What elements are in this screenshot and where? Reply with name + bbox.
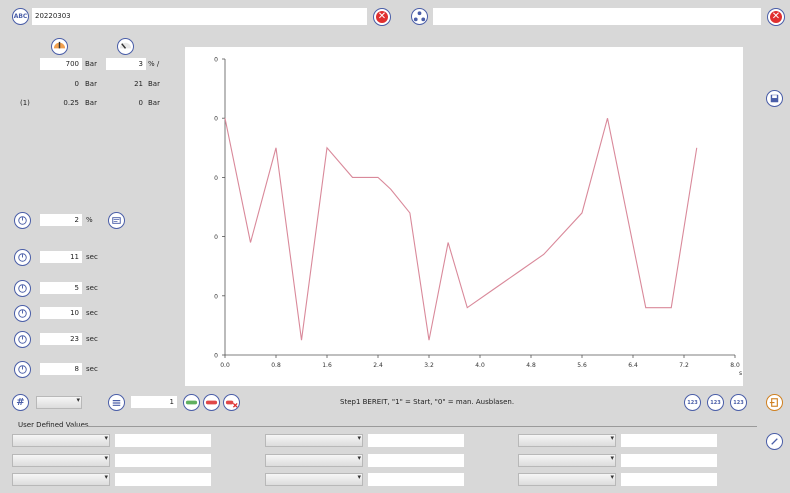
param-value-field[interactable]: 23 [40,333,82,345]
param-value-field[interactable]: 11 [40,251,82,263]
save-icon[interactable] [766,90,783,107]
param-unit: sec [86,365,98,373]
cancel-step-button-icon[interactable] [223,394,240,411]
udv-select[interactable] [265,473,363,486]
param-value-field[interactable]: 10 [40,307,82,319]
y-tick-label: 0 [214,293,218,300]
y-tick-label: 0 [214,353,218,360]
x-tick-label: 5.6 [577,362,587,369]
step-icon-2[interactable]: 123 [707,394,724,411]
max-pressure-field[interactable]: 700 [40,58,82,70]
percent-field[interactable]: 3 [106,58,146,70]
hash-icon[interactable]: # [12,394,29,411]
step-count-field[interactable]: 1 [131,396,177,408]
section-divider [72,426,757,427]
x-tick-label: 2.4 [373,362,383,369]
offset-pressure-unit: Bar [85,99,97,107]
stopwatch-icon [14,331,31,348]
clock-icon [14,249,31,266]
name-field[interactable]: 20220303 [32,8,367,25]
status-text: Step1 BEREIT, "1" = Start, "0" = man. Au… [340,398,515,406]
param-unit: sec [86,309,98,317]
param-unit: % [86,216,93,224]
y-tick-label: 0 [214,57,218,64]
series-line-0 [224,118,698,341]
udv-select[interactable] [518,454,616,467]
step-icon-1[interactable]: 123 [684,394,701,411]
edit-icon[interactable] [766,433,783,450]
list-icon[interactable] [108,394,125,411]
y-tick-label: 0 [214,234,218,241]
udv-field[interactable] [621,434,717,447]
min-pressure-unit: Bar [85,80,97,88]
min-pressure-value: 0 [74,80,79,88]
y-tick-label: 0 [214,116,218,123]
clock-icon [14,361,31,378]
network-icon[interactable] [411,8,428,25]
thermometer-gauge-icon [51,38,68,55]
percent-unit: % / [148,60,160,68]
pressure-value-2: 21 [134,80,143,88]
x-tick-label: 6.4 [628,362,638,369]
udv-field[interactable] [115,434,211,447]
udv-select[interactable] [265,434,363,447]
row-label: (1) [20,99,30,107]
timer-icon [14,280,31,297]
udv-field[interactable] [115,454,211,467]
param-unit: sec [86,253,98,261]
x-tick-label: 1.6 [322,362,332,369]
udv-field[interactable] [621,454,717,467]
offset-pressure-value: 0.25 [63,99,79,107]
x-tick-label: 3.2 [424,362,434,369]
param-value-field[interactable]: 5 [40,282,82,294]
udv-field[interactable] [368,473,464,486]
x-tick-label: 4.8 [526,362,536,369]
x-tick-label: 0.8 [271,362,281,369]
text-abc-icon[interactable]: ABC [12,8,29,25]
udv-select[interactable] [12,473,110,486]
udv-select[interactable] [518,434,616,447]
second-field[interactable] [433,8,761,25]
step-icon-3[interactable]: 123 [730,394,747,411]
param-value-field[interactable]: 8 [40,363,82,375]
x-axis-suffix: s [739,370,742,377]
exit-icon[interactable] [766,394,783,411]
pressure-value-3: 0 [138,99,143,107]
x-tick-label: 4.0 [475,362,485,369]
pressure-unit-3: Bar [148,99,160,107]
x-tick-label: 8.0 [730,362,740,369]
gauge-icon [14,212,31,229]
cycle-icon [14,305,31,322]
x-tick-label: 0.0 [220,362,230,369]
note-icon[interactable] [108,212,125,229]
pressure-unit-2: Bar [148,80,160,88]
param-unit: sec [86,335,98,343]
udv-field[interactable] [368,454,464,467]
udv-select[interactable] [518,473,616,486]
udv-select[interactable] [12,434,110,447]
start-step-button-icon[interactable] [183,394,200,411]
udv-field[interactable] [621,473,717,486]
pressure-chart: 0 0 0 0 0 0 0.0 0.8 1.6 2.4 3.2 4.0 4.8 5.6 6.4 7.2 8.0 s [185,47,743,386]
param-unit: sec [86,284,98,292]
x-tick-label: 7.2 [679,362,689,369]
section-title: User Defined Values [18,421,89,429]
stop-step-button-icon[interactable] [203,394,220,411]
hash-select[interactable] [36,396,82,409]
clear-name-button[interactable]: ✕ [373,8,391,26]
udv-select[interactable] [12,454,110,467]
y-tick-label: 0 [214,175,218,182]
udv-field[interactable] [368,434,464,447]
udv-field[interactable] [115,473,211,486]
clear-second-button[interactable]: ✕ [767,8,785,26]
param-value-field[interactable]: 2 [40,214,82,226]
udv-select[interactable] [265,454,363,467]
pressure-gauge-icon [117,38,134,55]
max-pressure-unit: Bar [85,60,97,68]
